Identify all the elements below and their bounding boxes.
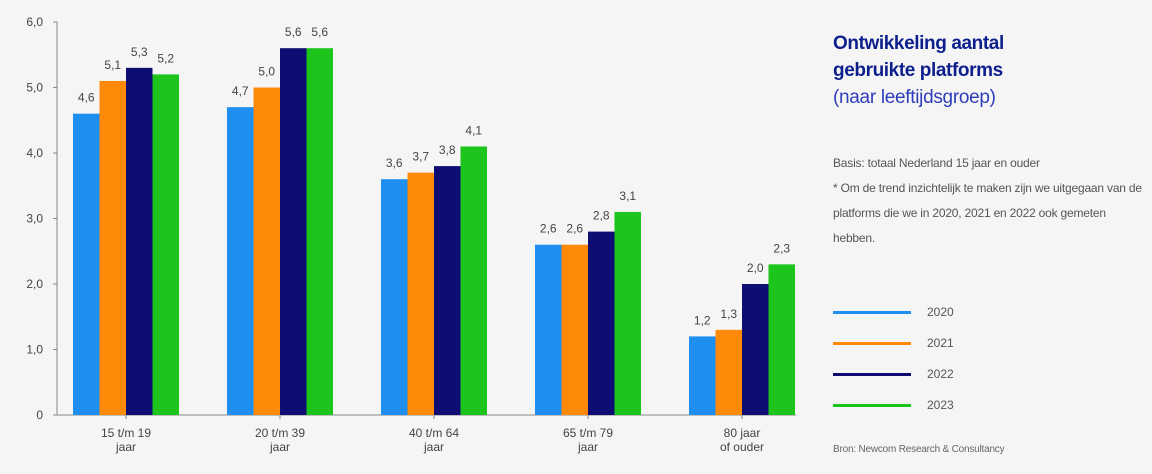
- bar-2022-1: [126, 67, 153, 415]
- x-tick-label: jaar: [423, 440, 444, 454]
- data-label: 3,6: [386, 156, 403, 170]
- legend-label-2020: 2020: [927, 305, 954, 319]
- bar-2020-4: [535, 244, 562, 415]
- y-tick-label: 4,0: [26, 146, 43, 160]
- bar-2023-1: [152, 74, 179, 416]
- bar-2022-2: [280, 48, 307, 415]
- chart-subtitle: (naar leeftijdsgroep): [833, 87, 996, 108]
- bar-2021-2: [253, 87, 280, 415]
- bar-2021-1: [99, 80, 126, 415]
- data-label: 2,8: [593, 209, 610, 223]
- bar-2023-5: [768, 264, 795, 415]
- footnote: * Om de trend inzichtelijk te maken zijn…: [833, 181, 1142, 245]
- bar-2022-5: [742, 284, 769, 415]
- data-label: 4,7: [232, 84, 249, 98]
- data-label: 3,8: [439, 143, 456, 157]
- x-tick-label: 40 t/m 64: [409, 426, 459, 440]
- bar-2020-5: [689, 336, 716, 415]
- data-label: 5,6: [285, 25, 302, 39]
- legend-swatch-2021: [833, 342, 911, 345]
- data-label: 2,6: [540, 222, 557, 236]
- y-tick-label: 0: [36, 408, 43, 422]
- bar-2023-3: [460, 146, 487, 415]
- data-label: 3,1: [619, 189, 636, 203]
- x-tick-label: jaar: [115, 440, 136, 454]
- bar-2022-4: [588, 231, 615, 415]
- legend-label-2022: 2022: [927, 367, 954, 381]
- legend-swatch-2020: [833, 311, 911, 314]
- x-tick-label: 15 t/m 19: [101, 426, 151, 440]
- x-tick-label: 20 t/m 39: [255, 426, 305, 440]
- bar-2020-2: [227, 107, 254, 416]
- data-label: 5,3: [131, 45, 148, 59]
- legend-swatch-2022: [833, 373, 911, 376]
- bar-2022-3: [434, 166, 461, 415]
- y-tick-label: 6,0: [26, 15, 43, 29]
- y-tick-label: 3,0: [26, 212, 43, 226]
- chart-title-line-2: gebruikte platforms: [833, 60, 1003, 81]
- x-tick-label: 80 jaar: [724, 426, 761, 440]
- data-label: 1,2: [694, 313, 711, 327]
- bar-2023-4: [614, 211, 641, 415]
- x-tick-label: 65 t/m 79: [563, 426, 613, 440]
- data-label: 5,1: [104, 58, 121, 72]
- y-tick-label: 1,0: [26, 343, 43, 357]
- x-tick-label: of ouder: [720, 440, 764, 454]
- bar-2023-2: [306, 48, 333, 415]
- bar-2021-4: [561, 244, 588, 415]
- data-label: 3,7: [412, 150, 429, 164]
- y-tick-label: 5,0: [26, 81, 43, 95]
- bar-2020-1: [73, 113, 100, 415]
- data-label: 2,6: [566, 222, 583, 236]
- legend-label-2021: 2021: [927, 336, 954, 350]
- data-label: 2,3: [773, 241, 790, 255]
- data-label: 5,2: [157, 51, 174, 65]
- legend-swatch-2023: [833, 404, 911, 407]
- data-label: 1,3: [720, 307, 737, 321]
- data-label: 5,0: [258, 65, 275, 79]
- bar-2020-3: [381, 179, 408, 415]
- bar-2021-5: [715, 329, 742, 415]
- data-label: 4,6: [78, 91, 95, 105]
- data-label: 2,0: [747, 261, 764, 275]
- chart-title-line-1: Ontwikkeling aantal: [833, 33, 1004, 54]
- x-tick-label: jaar: [269, 440, 290, 454]
- x-tick-label: jaar: [577, 440, 598, 454]
- data-label: 5,6: [311, 25, 328, 39]
- y-tick-label: 2,0: [26, 277, 43, 291]
- chart-title-block: Ontwikkeling aantal gebruikte platforms …: [833, 30, 1143, 111]
- chart-notes: Basis: totaal Nederland 15 jaar en ouder…: [833, 151, 1148, 251]
- basis-note: Basis: totaal Nederland 15 jaar en ouder: [833, 156, 1040, 170]
- source-note: Bron: Newcom Research & Consultancy: [833, 444, 1005, 455]
- data-label: 4,1: [465, 123, 482, 137]
- bar-chart: 0 1,0 2,0 3,0 4,0 5,0 6,0 4,6 5,1 5,3 5,2 15 t/m 19…: [26, 15, 796, 454]
- legend-label-2023: 2023: [927, 398, 954, 412]
- bar-2021-3: [407, 172, 434, 415]
